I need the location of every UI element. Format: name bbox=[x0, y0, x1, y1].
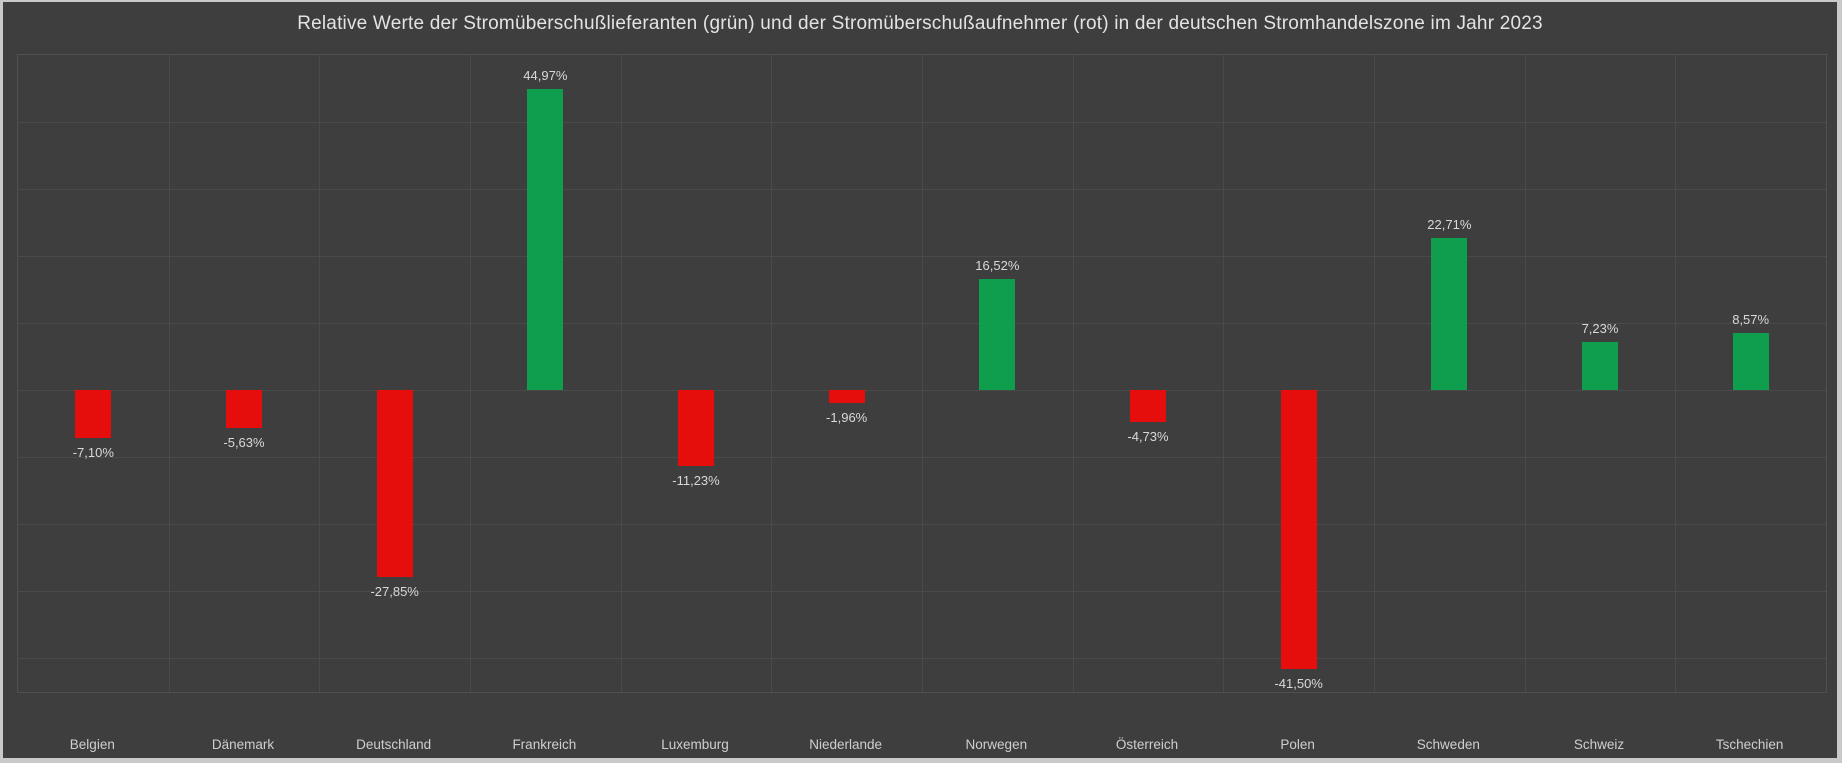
bar bbox=[979, 279, 1016, 391]
gridline-vertical bbox=[771, 55, 773, 692]
bar-value-label: 16,52% bbox=[975, 258, 1020, 274]
bar-value-label: -4,73% bbox=[1127, 428, 1169, 444]
gridline-vertical bbox=[1223, 55, 1225, 692]
gridline-vertical bbox=[1072, 55, 1074, 692]
gridline-vertical bbox=[319, 55, 321, 692]
gridline-vertical bbox=[1524, 55, 1526, 692]
bar-value-label: -7,10% bbox=[72, 444, 114, 460]
bar bbox=[1582, 341, 1618, 391]
bar bbox=[527, 88, 564, 391]
x-axis-label: Tschechien bbox=[1715, 737, 1784, 752]
x-axis-label: Frankreich bbox=[512, 737, 577, 752]
bar-value-label: -5,63% bbox=[223, 435, 265, 450]
x-axis-label: Deutschland bbox=[356, 737, 432, 752]
x-axis-label: Österreich bbox=[1115, 737, 1179, 752]
x-axis-label: Schweden bbox=[1416, 737, 1480, 752]
bar-value-label: -27,85% bbox=[370, 584, 419, 599]
chart-title: Relative Werte der Stromüberschußliefera… bbox=[297, 13, 1543, 34]
bar-value-label: 44,97% bbox=[523, 67, 568, 83]
gridline-vertical bbox=[1675, 55, 1677, 692]
bar-value-label: 8,57% bbox=[1732, 311, 1770, 327]
x-axis-label: Schweiz bbox=[1573, 737, 1625, 752]
x-axis-label: Polen bbox=[1280, 737, 1315, 752]
gridline-vertical bbox=[470, 55, 471, 692]
bar bbox=[1431, 237, 1468, 391]
bar bbox=[678, 390, 714, 466]
bar bbox=[226, 390, 262, 428]
x-axis-labels-row: Belgien Dänemark Deutschland Frankreich Luxe… bbox=[17, 737, 1827, 755]
x-axis-label: Luxemburg bbox=[661, 737, 729, 752]
bar bbox=[1130, 390, 1166, 422]
bar bbox=[376, 390, 413, 577]
x-axis-label: Belgien bbox=[69, 737, 115, 752]
bar bbox=[828, 390, 865, 404]
x-axis-label: Niederlande bbox=[809, 737, 883, 752]
bar-value-label: 7,23% bbox=[1581, 320, 1619, 336]
bar-value-label: -1,96% bbox=[826, 410, 868, 426]
gridline-vertical bbox=[1374, 55, 1375, 692]
gridline-vertical bbox=[922, 55, 923, 692]
gridline-vertical bbox=[168, 55, 170, 692]
bar-value-label: -41,50% bbox=[1274, 675, 1323, 691]
x-axis-label: Dänemark bbox=[211, 737, 275, 752]
bar bbox=[75, 390, 112, 438]
bar-value-label: 22,71% bbox=[1427, 216, 1472, 232]
plot-area: -7,10% -5,63% -27,85% 44,97% -11,23% -1,96% 16… bbox=[17, 54, 1827, 693]
bar bbox=[1280, 390, 1317, 669]
bar bbox=[1732, 332, 1769, 391]
x-axis-label: Norwegen bbox=[965, 737, 1028, 752]
chart-area: Relative Werte der Stromüberschußliefera… bbox=[3, 2, 1837, 758]
gridline-vertical bbox=[620, 55, 622, 692]
bar-value-label: -11,23% bbox=[672, 472, 720, 488]
